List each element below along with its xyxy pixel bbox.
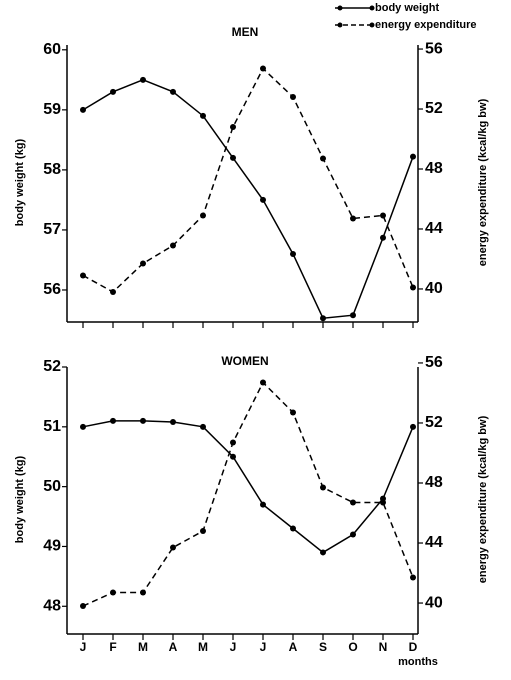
y2-tick-label: 56 [425,40,443,57]
point [80,272,86,279]
point [140,260,146,267]
point [230,124,236,131]
point [200,212,206,219]
series-line [82,381,414,607]
y-tick-label: 48 [43,597,61,614]
x-tick-label: J [230,640,237,654]
point [260,379,266,386]
legend-label: body weight [375,2,440,14]
point [350,215,356,222]
point [290,250,296,257]
point [140,76,146,83]
point [320,549,326,556]
x-tick-label: A [169,640,178,654]
point [260,196,266,203]
point [230,439,236,446]
y-tick-label: 59 [43,101,61,118]
chart-title: MEN [232,25,259,39]
point [110,589,116,596]
legend-label: energy expenditure [375,19,476,31]
legend-marker [369,22,375,28]
point [170,544,176,551]
point [80,423,86,430]
point [350,531,356,538]
x-tick-label: A [289,640,298,654]
x-tick-label: J [80,640,87,654]
point [380,212,386,219]
y-tick-label: 52 [43,358,61,375]
point [410,574,416,581]
point [200,112,206,119]
x-tick-label: S [319,640,327,654]
legend-marker [337,5,343,11]
point [320,315,326,322]
point [110,288,116,295]
point [410,423,416,430]
point [170,419,176,426]
point [380,234,386,241]
y2-tick-label: 44 [425,220,443,237]
point [200,423,206,430]
x-tick-label: O [348,640,357,654]
series-line [82,67,414,293]
point [230,453,236,460]
y2-tick-label: 48 [425,160,443,177]
y-axis-label: body weight (kg) [14,138,26,226]
series-line [82,79,414,319]
y2-tick-label: 40 [425,280,443,297]
point [230,154,236,161]
series-line [82,420,414,554]
point [200,528,206,535]
point [320,155,326,162]
x-axis-label: months [398,656,438,668]
y2-tick-label: 52 [425,100,443,117]
x-tick-label: J [260,640,267,654]
y2-tick-label: 56 [425,354,443,371]
point [410,284,416,291]
y2-tick-label: 44 [425,534,443,551]
point [140,417,146,424]
point [260,501,266,508]
legend-marker [369,5,375,11]
y-axis-label: body weight (kg) [14,455,26,543]
point [350,499,356,506]
point [110,417,116,424]
point [320,484,326,491]
y2-tick-label: 48 [425,474,443,491]
y2-tick-label: 52 [425,414,443,431]
point [290,409,296,416]
y-tick-label: 51 [43,418,61,435]
y-tick-label: 56 [43,281,61,298]
y2-axis-label: energy expenditure (kcal/kg bw) [477,415,489,583]
point [410,153,416,160]
point [350,312,356,319]
y-tick-label: 49 [43,538,61,555]
chart-title: WOMEN [221,354,268,368]
point [80,106,86,113]
x-tick-label: F [109,640,116,654]
point [380,499,386,506]
point [140,589,146,596]
point [110,88,116,95]
y-tick-label: 58 [43,161,61,178]
point [80,603,86,610]
x-tick-label: D [409,640,418,654]
x-tick-label: M [198,640,208,654]
point [290,94,296,101]
point [290,525,296,532]
y2-axis-label: energy expenditure (kcal/kg bw) [477,98,489,266]
point [260,65,266,72]
y-tick-label: 50 [43,478,61,495]
y-tick-label: 57 [43,221,61,238]
y2-tick-label: 40 [425,594,443,611]
x-tick-label: M [138,640,148,654]
point [170,88,176,95]
legend-marker [337,22,343,28]
x-tick-label: N [379,640,388,654]
point [170,242,176,249]
y-tick-label: 60 [43,41,61,58]
